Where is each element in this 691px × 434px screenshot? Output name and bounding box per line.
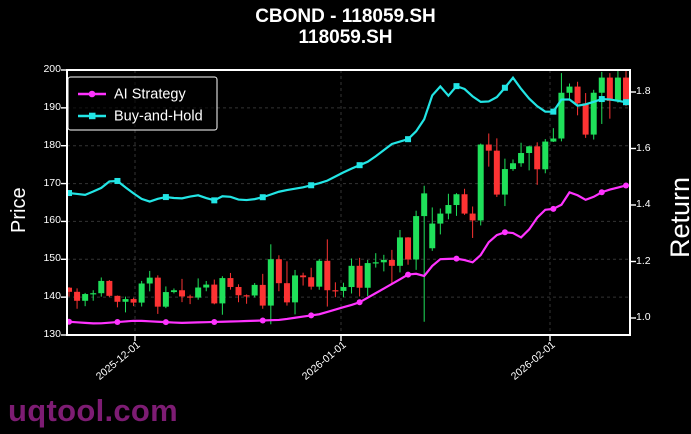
- svg-text:AI Strategy: AI Strategy: [114, 87, 186, 103]
- svg-text:Buy-and-Hold: Buy-and-Hold: [114, 109, 203, 125]
